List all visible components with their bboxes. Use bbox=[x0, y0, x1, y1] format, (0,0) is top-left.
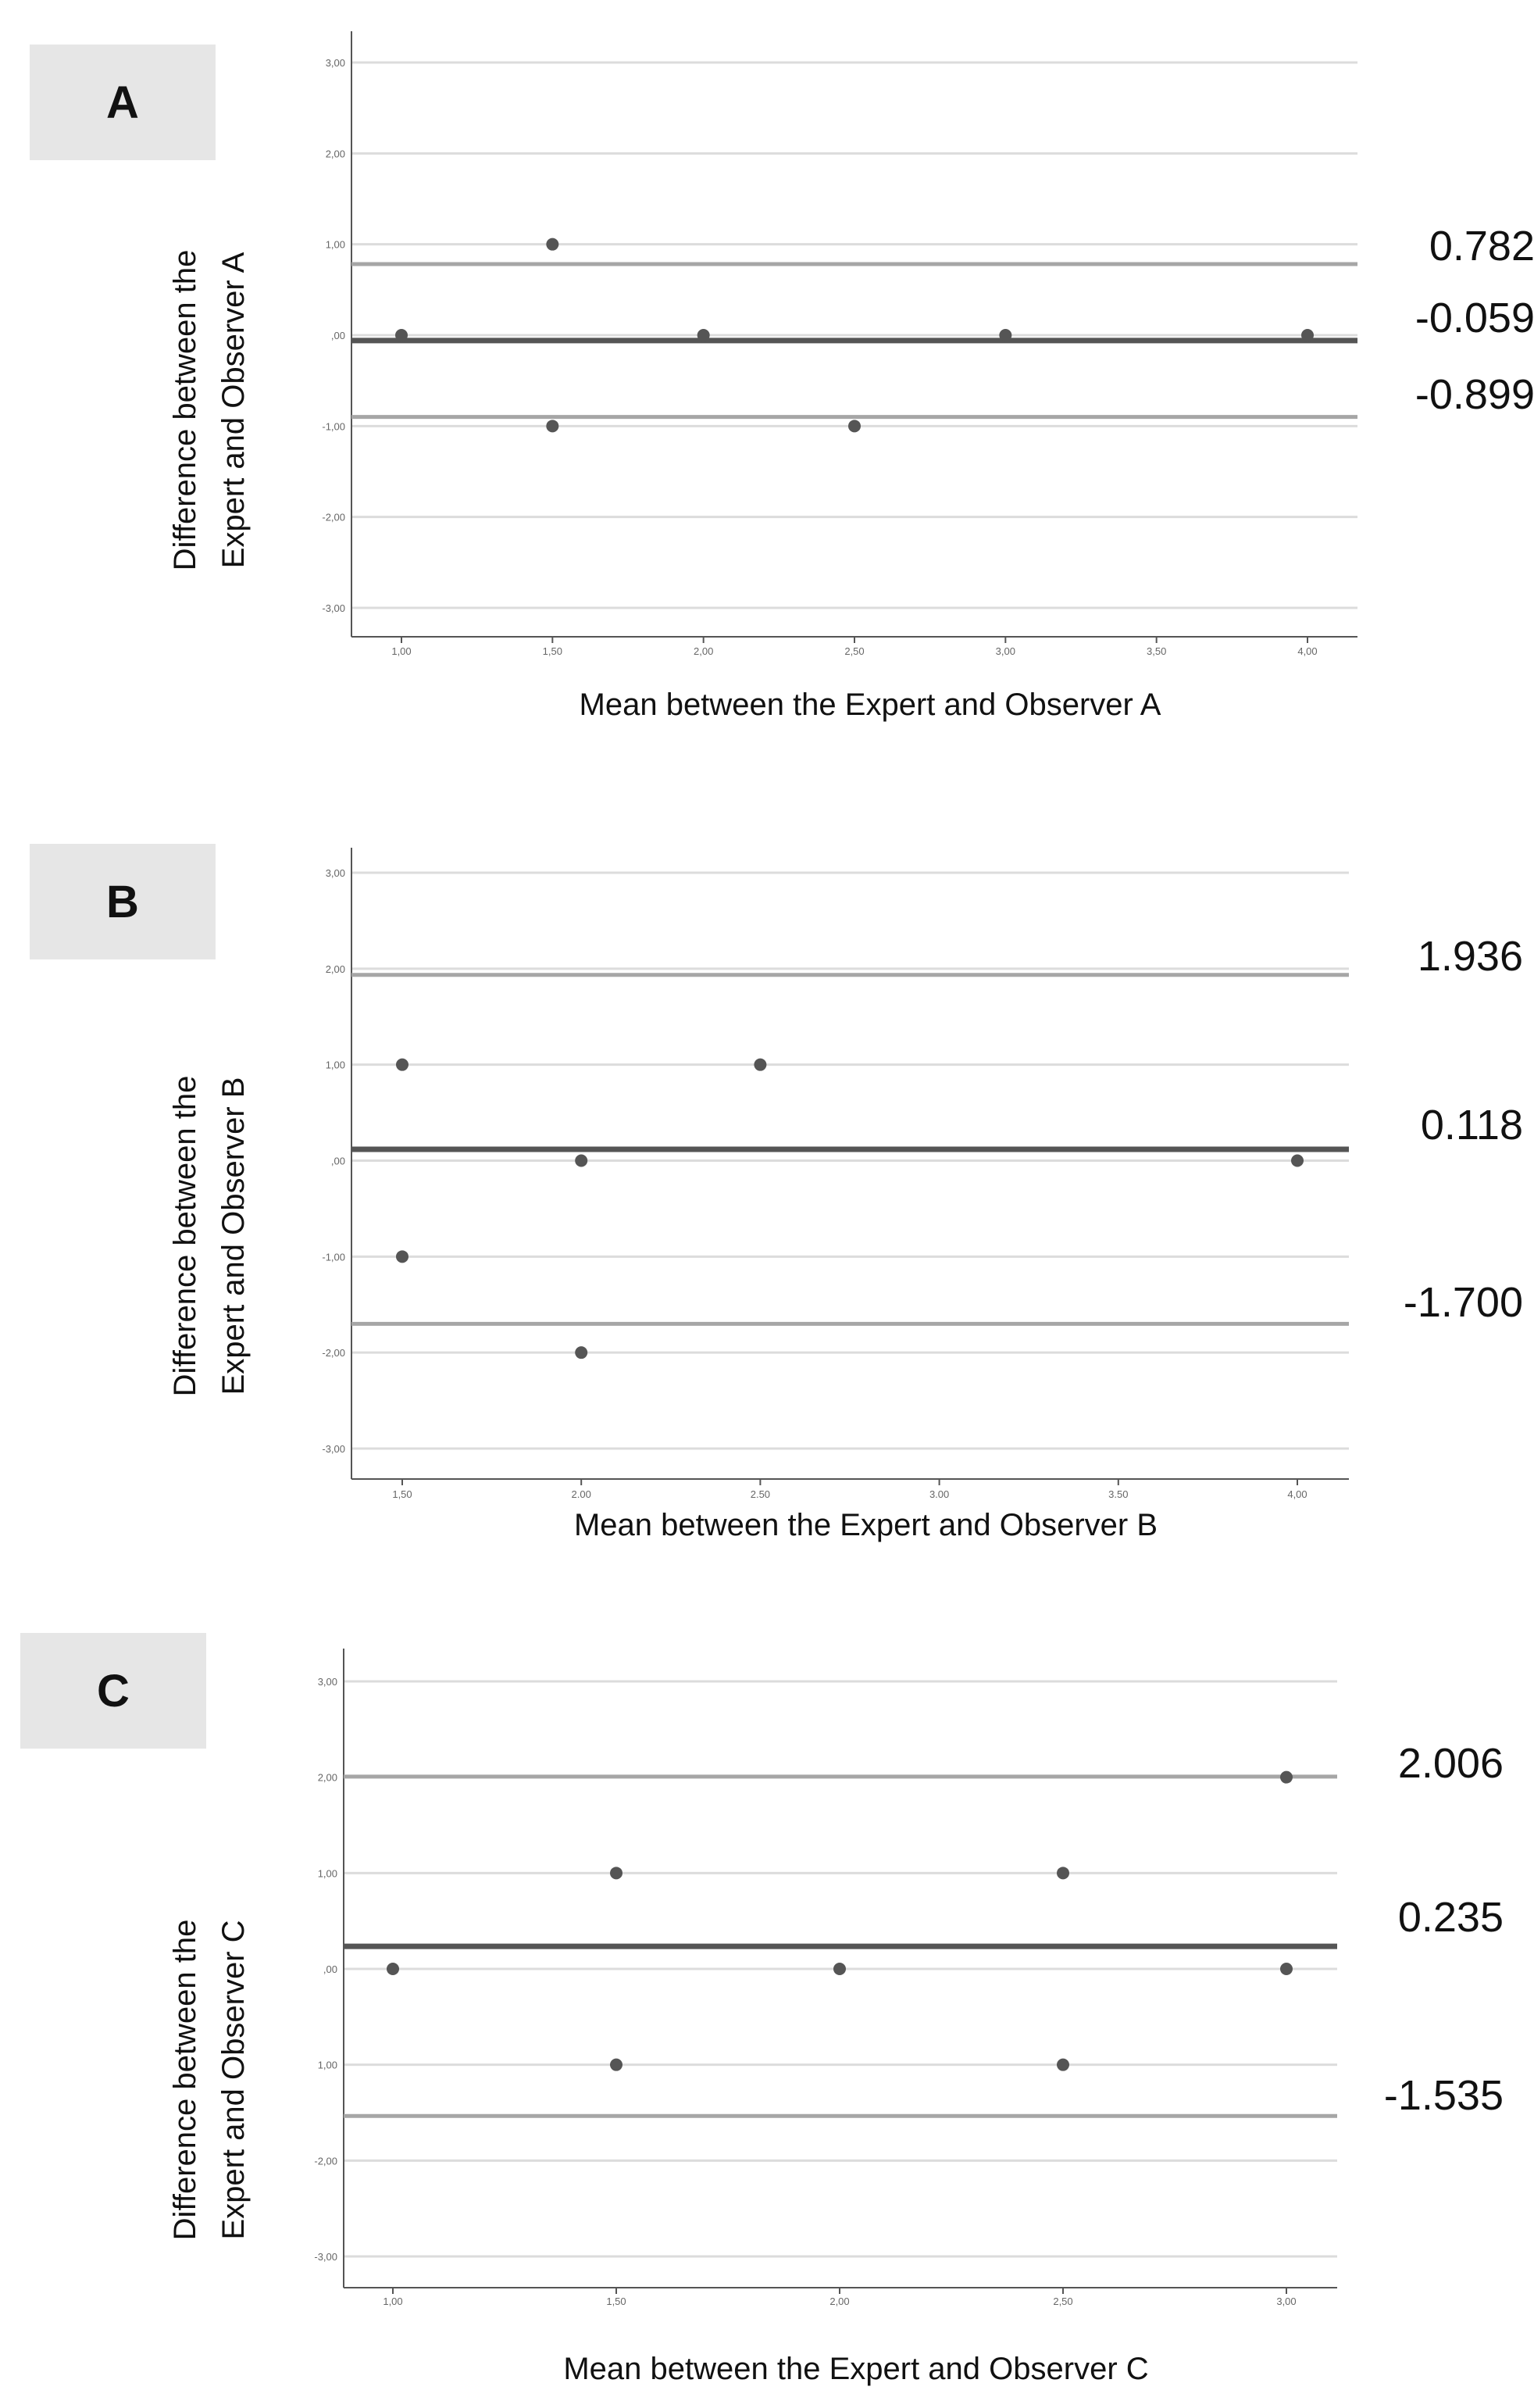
x-tick-label: 3,50 bbox=[1147, 645, 1166, 657]
data-point bbox=[396, 1250, 408, 1263]
y-tick-label: 2,00 bbox=[326, 963, 345, 975]
y-axis-title-line: Difference between the bbox=[168, 250, 202, 571]
reference-line-label: 0.782 bbox=[1429, 223, 1534, 270]
data-point bbox=[833, 1963, 846, 1975]
y-tick-label: -3,00 bbox=[322, 602, 345, 614]
y-tick-label: -3,00 bbox=[322, 1443, 345, 1455]
y-tick-label: -2,00 bbox=[322, 512, 345, 523]
panel-label-box bbox=[20, 1633, 206, 1749]
data-point bbox=[546, 420, 559, 433]
y-tick-label: 1,00 bbox=[326, 239, 345, 251]
x-axis-title: Mean between the Expert and Observer B bbox=[574, 1508, 1158, 1542]
reference-line-label: 1.936 bbox=[1418, 933, 1523, 980]
x-tick-label: 2,50 bbox=[844, 645, 864, 657]
reference-line-label: -0.899 bbox=[1415, 371, 1534, 418]
y-axis-title-line: Expert and Observer C bbox=[216, 1920, 251, 2239]
y-tick-label: 2,00 bbox=[318, 1772, 337, 1784]
data-point bbox=[848, 420, 861, 433]
data-point bbox=[575, 1346, 588, 1359]
x-tick-label: 3,00 bbox=[996, 645, 1015, 657]
reference-line-label: -1.535 bbox=[1384, 2072, 1504, 2119]
y-axis-title: Difference between the Expert and Observe… bbox=[168, 1920, 251, 2241]
panel-b: B 3,00 2,00 1,00 ,00 -1,00 -2,00 -3,00 1,50 2.00 2… bbox=[30, 844, 1523, 1542]
y-tick-label: 1,00 bbox=[318, 2060, 337, 2071]
y-axis-title-line: Difference between the bbox=[168, 1920, 202, 2241]
y-tick-label: ,00 bbox=[331, 330, 345, 341]
y-tick-label: 3,00 bbox=[326, 57, 345, 69]
x-tick-label: 1,50 bbox=[543, 645, 562, 657]
x-axis-title: Mean between the Expert and Observer A bbox=[580, 688, 1161, 722]
y-axis-title: Difference between the Expert and Observe… bbox=[168, 250, 251, 571]
panel-label-box bbox=[30, 45, 216, 160]
data-point bbox=[697, 329, 710, 341]
y-tick-label: ,00 bbox=[331, 1156, 345, 1167]
x-tick-label: 2.00 bbox=[572, 1488, 591, 1500]
x-tick-label: 4,00 bbox=[1287, 1488, 1307, 1500]
reference-line-label: 0.118 bbox=[1421, 1102, 1523, 1149]
y-tick-label: ,00 bbox=[323, 1963, 337, 1975]
panel-label: B bbox=[106, 877, 139, 927]
panel-c: C 3,00 2,00 1,00 ,00 1,00 -2,00 -3,00 1,00 1,50 2,… bbox=[20, 1633, 1504, 2386]
x-tick-label: 1,00 bbox=[391, 645, 411, 657]
data-point bbox=[1291, 1154, 1304, 1167]
x-tick-label: 4,00 bbox=[1297, 645, 1317, 657]
data-point bbox=[1057, 2058, 1069, 2071]
data-point bbox=[754, 1058, 767, 1071]
x-tick-label: 1,50 bbox=[392, 1488, 412, 1500]
reference-line-label: 0.235 bbox=[1398, 1894, 1504, 1941]
reference-line-label: -0.059 bbox=[1415, 295, 1534, 341]
y-tick-label: -2,00 bbox=[314, 2155, 337, 2167]
y-tick-label: 3,00 bbox=[326, 867, 345, 879]
data-point bbox=[387, 1963, 399, 1975]
x-tick-label: 2.50 bbox=[751, 1488, 770, 1500]
panel-label: C bbox=[97, 1666, 130, 1717]
x-tick-label: 1,50 bbox=[606, 2295, 626, 2307]
y-axis-title-line: Expert and Observer B bbox=[216, 1077, 251, 1395]
data-point bbox=[546, 238, 559, 251]
x-tick-label: 3.00 bbox=[929, 1488, 949, 1500]
y-tick-label: -2,00 bbox=[322, 1347, 345, 1359]
data-point bbox=[1280, 1770, 1293, 1784]
y-axis-title-line: Expert and Observer A bbox=[216, 252, 251, 568]
data-point bbox=[395, 329, 408, 341]
data-point bbox=[1057, 1867, 1069, 1880]
panel-label: A bbox=[106, 77, 139, 128]
x-tick-label: 3,00 bbox=[1276, 2295, 1296, 2307]
x-tick-label: 2,00 bbox=[829, 2295, 849, 2307]
y-tick-label: 1,00 bbox=[318, 1867, 337, 1879]
panel-a: A 3,00 2,00 1,00 ,00 -1,00 -2,00 -3,00 1,00 1,50 2… bbox=[30, 31, 1534, 722]
y-axis-title: Difference between the Expert and Observe… bbox=[168, 1076, 251, 1397]
x-tick-label: 2,00 bbox=[694, 645, 713, 657]
panel-label-box bbox=[30, 844, 216, 959]
x-tick-label: 1,00 bbox=[383, 2295, 402, 2307]
data-point bbox=[610, 2058, 623, 2071]
x-tick-label: 2,50 bbox=[1053, 2295, 1072, 2307]
data-point bbox=[1301, 329, 1314, 341]
y-tick-label: 1,00 bbox=[326, 1059, 345, 1071]
data-point bbox=[610, 1867, 623, 1880]
y-tick-label: 3,00 bbox=[318, 1676, 337, 1688]
y-tick-label: -1,00 bbox=[322, 1251, 345, 1263]
data-point bbox=[999, 329, 1012, 341]
y-tick-label: -3,00 bbox=[314, 2251, 337, 2263]
reference-line-label: 2.006 bbox=[1398, 1740, 1504, 1787]
data-point bbox=[396, 1058, 408, 1071]
x-tick-label: 3.50 bbox=[1108, 1488, 1128, 1500]
reference-line-label: -1.700 bbox=[1404, 1279, 1523, 1326]
x-axis-title: Mean between the Expert and Observer C bbox=[563, 2352, 1148, 2386]
y-axis-title-line: Difference between the bbox=[168, 1076, 202, 1397]
y-tick-label: -1,00 bbox=[322, 420, 345, 432]
data-point bbox=[575, 1154, 588, 1167]
data-point bbox=[1280, 1963, 1293, 1975]
y-tick-label: 2,00 bbox=[326, 148, 345, 159]
